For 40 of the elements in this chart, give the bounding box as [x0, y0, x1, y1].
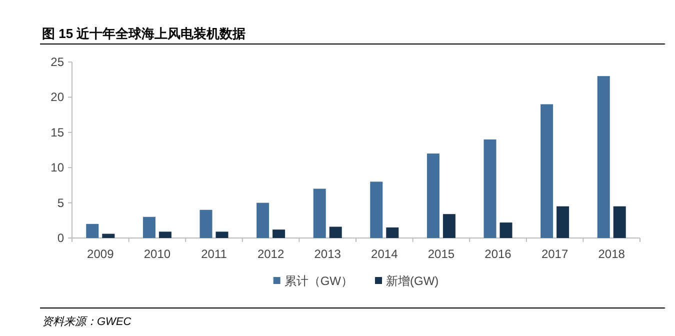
bar — [256, 202, 270, 238]
bar — [613, 206, 626, 238]
x-tick-label: 2009 — [87, 247, 114, 261]
legend-label: 新增(GW) — [386, 274, 439, 288]
y-tick-label: 10 — [50, 160, 64, 175]
bar — [597, 76, 610, 238]
y-tick-label: 20 — [50, 90, 64, 104]
bar — [386, 227, 399, 238]
y-tick-label: 5 — [57, 196, 64, 210]
y-tick-label: 25 — [50, 55, 64, 69]
x-tick-label: 2010 — [144, 247, 171, 261]
legend-label: 累计（GW） — [284, 274, 354, 288]
x-tick-label: 2014 — [371, 247, 398, 261]
bar — [102, 234, 115, 238]
x-tick-label: 2017 — [541, 247, 568, 261]
text: 资料来源：GWEC — [42, 315, 132, 328]
bar — [200, 210, 212, 238]
bar — [556, 206, 570, 238]
x-tick-label: 2018 — [598, 247, 626, 261]
bar — [216, 232, 228, 238]
x-tick-label: 2015 — [428, 247, 455, 261]
bar — [442, 214, 456, 238]
bar — [329, 226, 342, 238]
y-tick-label: 0 — [57, 231, 64, 245]
bar — [142, 216, 156, 238]
bar — [313, 188, 326, 238]
bar — [370, 182, 383, 238]
bar — [272, 230, 286, 238]
bar — [158, 232, 172, 238]
x-tick-label: 2013 — [314, 247, 342, 261]
bar — [500, 222, 512, 238]
y-tick-label: 15 — [50, 125, 64, 140]
x-tick-label: 2011 — [201, 247, 228, 261]
bar — [484, 139, 496, 238]
x-tick-label: 2012 — [257, 247, 284, 261]
bar — [86, 224, 99, 238]
bar — [426, 154, 440, 238]
chart-title: 图 15 近十年全球海上风电装机数据 — [42, 26, 246, 41]
x-tick-label: 2016 — [484, 247, 512, 261]
bar — [540, 104, 554, 238]
